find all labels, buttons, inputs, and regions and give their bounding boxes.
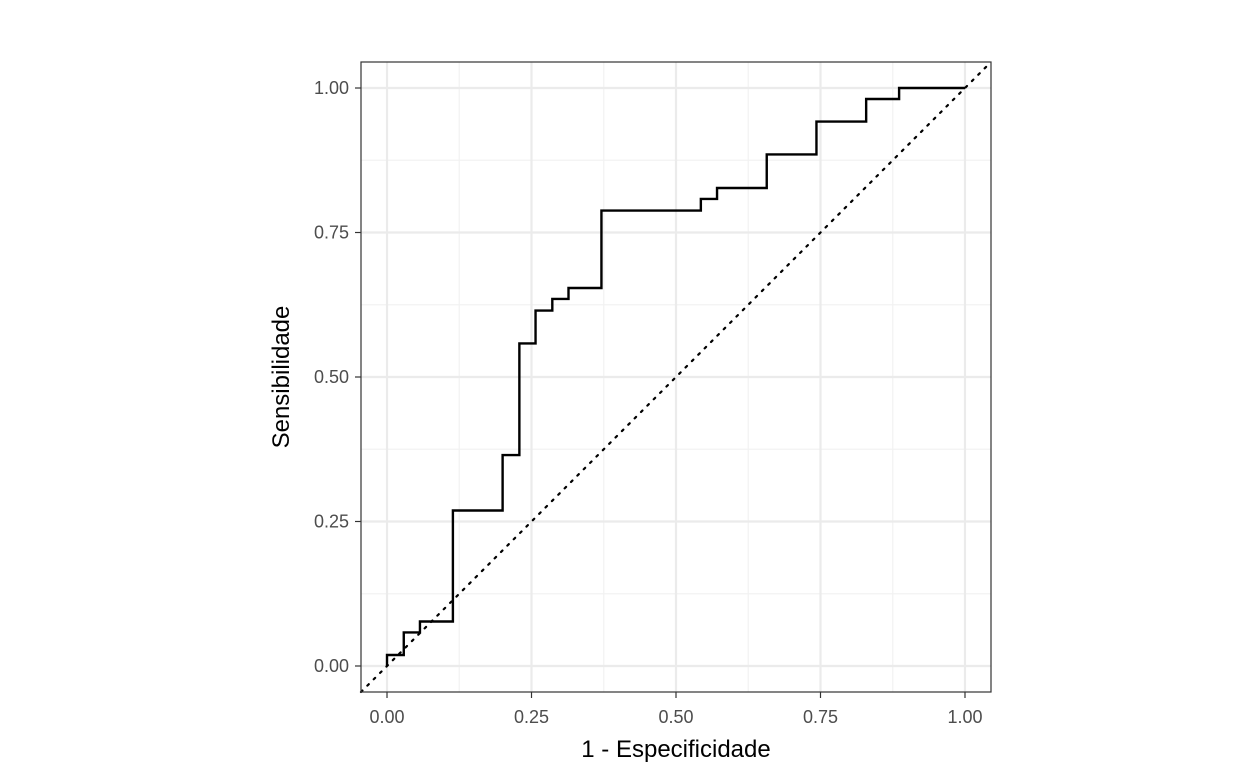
- x-tick-label: 0.75: [803, 707, 838, 727]
- x-axis-title: 1 - Especificidade: [581, 736, 770, 763]
- x-tick-label: 1.00: [947, 707, 982, 727]
- roc-curve-line: [385, 86, 965, 666]
- grid-major: [361, 62, 991, 692]
- y-tick-label: 0.25: [314, 511, 349, 531]
- y-tick-label: 0.00: [314, 656, 349, 676]
- x-tick-label: 0.50: [658, 707, 693, 727]
- x-tick-label: 0.25: [514, 707, 549, 727]
- y-tick-label: 0.50: [314, 367, 349, 387]
- x-tick-label: 0.00: [369, 707, 404, 727]
- series-layer: [359, 60, 993, 694]
- y-tick-label: 1.00: [314, 78, 349, 98]
- x-axis-ticks: 0.00 0.25 0.50 0.75 1.00: [369, 692, 983, 727]
- y-axis-ticks: 0.00 0.25 0.50 0.75 1.00: [314, 78, 361, 676]
- y-axis-title: Sensibilidade: [268, 306, 295, 449]
- y-tick-label: 0.75: [314, 223, 349, 243]
